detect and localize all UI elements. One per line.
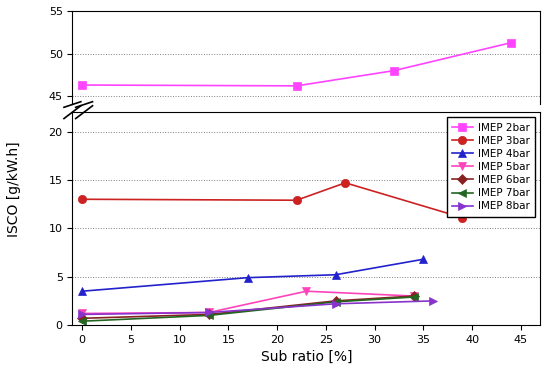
Text: ISCO [g/kW.h]: ISCO [g/kW.h]	[7, 141, 21, 237]
Line: IMEP 2bar: IMEP 2bar	[78, 39, 515, 90]
Line: IMEP 3bar: IMEP 3bar	[78, 349, 466, 378]
IMEP 2bar	[293, 84, 300, 88]
IMEP 3bar	[342, 350, 349, 355]
IMEP 2bar	[79, 83, 86, 87]
X-axis label: Sub ratio [%]: Sub ratio [%]	[261, 350, 352, 364]
IMEP 3bar	[293, 366, 300, 370]
Legend: IMEP 2bar, IMEP 3bar, IMEP 4bar, IMEP 5bar, IMEP 6bar, IMEP 7bar, IMEP 8bar: IMEP 2bar, IMEP 3bar, IMEP 4bar, IMEP 5b…	[447, 117, 535, 217]
IMEP 2bar	[507, 40, 514, 45]
IMEP 3bar	[79, 365, 86, 369]
IMEP 2bar	[391, 68, 398, 73]
